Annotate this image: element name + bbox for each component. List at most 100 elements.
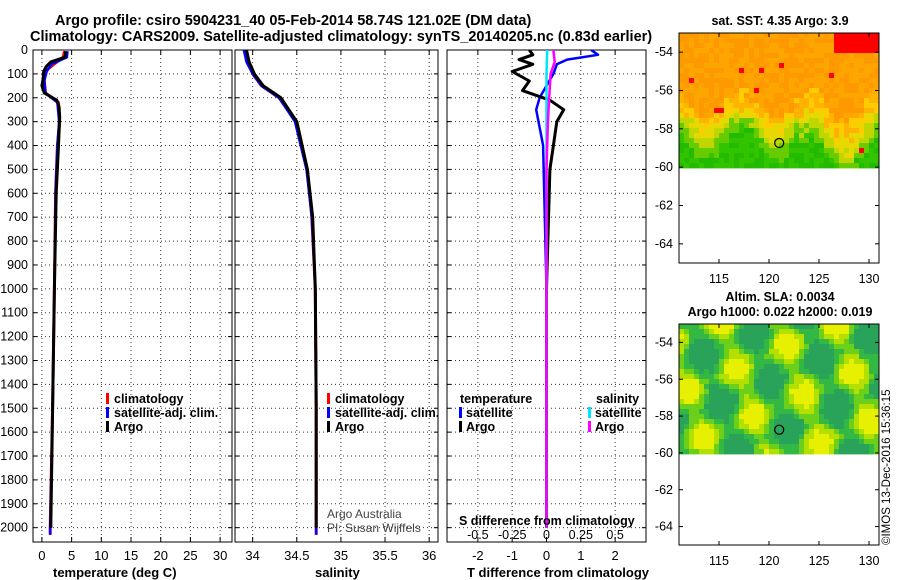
map-cell: [684, 364, 690, 370]
map-cell: [699, 113, 705, 119]
map-cell: [764, 369, 770, 375]
map-cell: [779, 374, 785, 380]
map-cell: [729, 73, 735, 79]
map-cell: [734, 419, 740, 425]
map-cell: [869, 73, 875, 79]
map-cell: [719, 133, 725, 139]
map-cell: [729, 103, 735, 109]
map-cell: [834, 389, 840, 395]
map-cell: [749, 354, 755, 360]
map-cell: [684, 419, 690, 425]
map-cell: [764, 409, 770, 415]
map-cell: [734, 103, 740, 109]
map-cell: [849, 163, 855, 169]
map-cell: [794, 439, 800, 445]
map-cell: [694, 123, 700, 129]
map-cell: [724, 83, 730, 89]
map-cell: [749, 58, 755, 64]
map-cell: [754, 113, 760, 119]
map-cell: [729, 93, 735, 99]
map-cell: [764, 158, 770, 164]
map-cell: [739, 43, 745, 49]
map-cell: [699, 158, 705, 164]
map-cell: [719, 123, 725, 129]
map-cell: [789, 38, 795, 44]
map-cell: [739, 369, 745, 375]
map-cell: [824, 58, 830, 64]
map-cell: [704, 123, 710, 129]
map-cell: [829, 78, 835, 84]
map-cell: [859, 33, 865, 39]
map-cell: [724, 143, 730, 149]
map-cell: [779, 118, 785, 124]
map-cell: [754, 339, 760, 345]
map-cell: [839, 369, 845, 375]
map-cell: [799, 349, 805, 355]
x-tick-label: 2: [612, 548, 619, 563]
map-cell: [864, 394, 870, 400]
map-cell: [764, 339, 770, 345]
map-cell: [714, 68, 720, 74]
map-cell: [809, 158, 815, 164]
map-cell: [699, 389, 705, 395]
map-cell: [869, 128, 875, 134]
map-cell: [759, 158, 765, 164]
map-cell: [784, 414, 790, 420]
map-cell: [684, 128, 690, 134]
map-cell: [744, 103, 750, 109]
map-cell: [809, 98, 815, 104]
map-cell: [729, 374, 735, 380]
map-cell: [789, 43, 795, 49]
map-cell: [734, 148, 740, 154]
map-cell: [759, 143, 765, 149]
map-cell: [714, 399, 720, 405]
map-cell: [819, 344, 825, 350]
map-cell: [724, 103, 730, 109]
map-cell: [829, 434, 835, 440]
map-cell: [799, 339, 805, 345]
map-cell: [744, 349, 750, 355]
map-cell: [729, 359, 735, 365]
map-cell: [864, 339, 870, 345]
map-frame-sst-map: [678, 32, 880, 264]
map-cell: [769, 103, 775, 109]
map-cell: [864, 93, 870, 99]
map-cell: [874, 399, 880, 405]
map-cell: [739, 404, 745, 410]
map-cell: [774, 138, 780, 144]
map-cell: [789, 359, 795, 365]
map-cell: [779, 349, 785, 355]
map-cell: [689, 389, 695, 395]
map-cell: [819, 33, 825, 39]
map-cell: [719, 118, 725, 124]
map-cell: [819, 449, 825, 455]
map-cell: [714, 429, 720, 435]
map-cell: [709, 128, 715, 134]
map-cell: [719, 103, 725, 109]
map-cell: [684, 379, 690, 385]
map-cell: [774, 409, 780, 415]
map-cell: [814, 414, 820, 420]
map-cell: [714, 329, 720, 335]
map-cell: [729, 38, 735, 44]
map-cell: [749, 429, 755, 435]
map-cell: [869, 133, 875, 139]
map-cell: [854, 434, 860, 440]
map-cell: [764, 133, 770, 139]
map-cell: [819, 379, 825, 385]
map-cell: [719, 113, 725, 119]
map-cell: [704, 103, 710, 109]
map-cell: [809, 113, 815, 119]
secondary-tick-label: 0.25: [569, 528, 593, 542]
map-cell: [809, 394, 815, 400]
map-cell: [694, 93, 700, 99]
map-cell: [804, 434, 810, 440]
map-cell: [779, 339, 785, 345]
map-cell: [759, 113, 765, 119]
map-cell: [749, 113, 755, 119]
map-cell: [684, 73, 690, 79]
map-cell: [794, 113, 800, 119]
map-cell: [754, 354, 760, 360]
map-cell: [809, 138, 815, 144]
map-cell: [869, 404, 875, 410]
